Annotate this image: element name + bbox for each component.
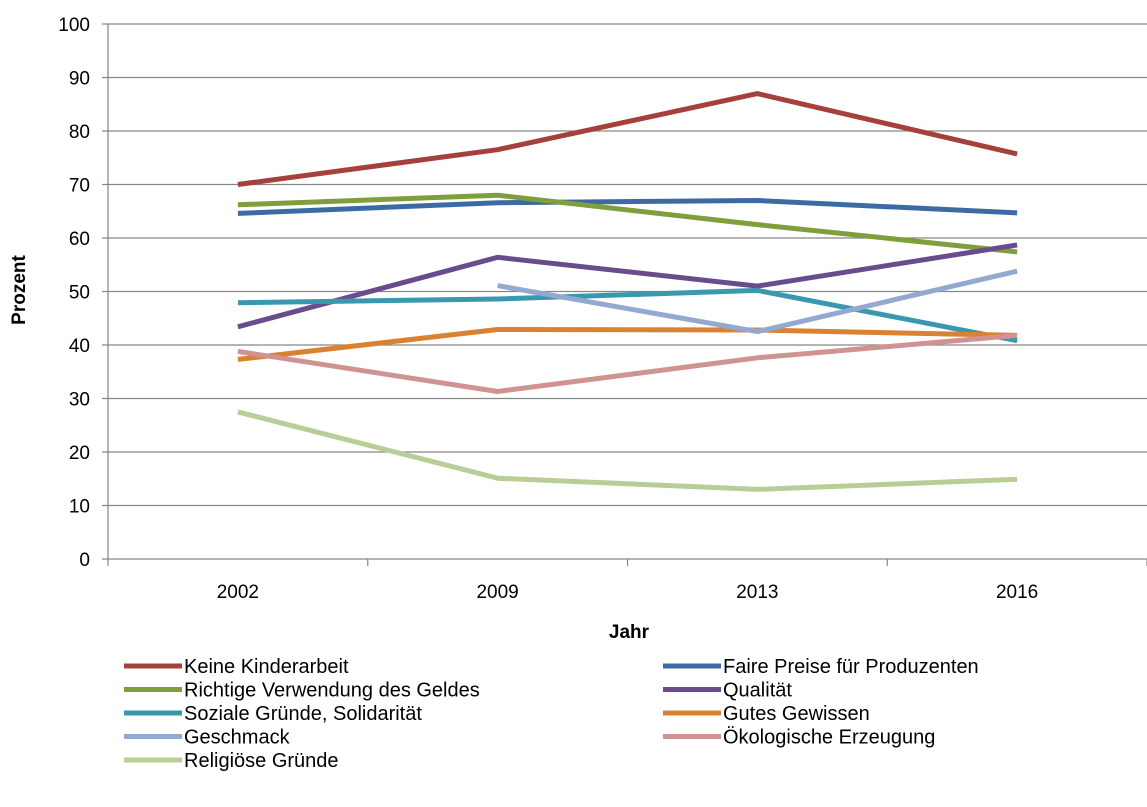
y-tick-label: 20	[69, 443, 90, 464]
x-tick-label: 2002	[217, 582, 259, 603]
legend-label: Ökologische Erzeugung	[723, 727, 935, 749]
legend-label: Qualität	[723, 680, 792, 702]
x-tick-label: 2013	[736, 582, 778, 603]
y-tick-label: 90	[69, 69, 90, 90]
y-tick-label: 40	[69, 336, 90, 357]
series-line-6	[237, 327, 1018, 362]
y-axis-title: Prozent	[9, 254, 30, 324]
series-line-5	[237, 287, 1018, 344]
tick-labels: 0 10 20 30 40 50 60 70 80 90 100 2002 2009 2013 2016	[58, 15, 1038, 603]
x-axis-title: Jahr	[609, 622, 650, 643]
legend-label: Soziale Gründe, Solidarität	[184, 703, 422, 725]
legend-label: Richtige Verwendung des Geldes	[184, 680, 480, 702]
legend: Keine Kinderarbeit Faire Preise für Produ…	[124, 656, 979, 772]
series-line-7	[497, 268, 1018, 335]
y-tick-label: 60	[69, 229, 90, 250]
y-tick-label: 80	[69, 122, 90, 143]
y-tick-label: 0	[79, 550, 90, 571]
series-line-1	[237, 91, 1018, 187]
legend-label: Gutes Gewissen	[723, 703, 870, 725]
legend-label: Keine Kinderarbeit	[184, 656, 349, 678]
y-tick-label: 50	[69, 283, 90, 304]
series-line-9	[237, 409, 1018, 492]
y-tick-label: 70	[69, 176, 90, 197]
y-tick-label: 10	[69, 497, 90, 518]
legend-label: Geschmack	[184, 727, 291, 749]
x-tick-label: 2009	[476, 582, 518, 603]
series-line-4	[237, 242, 1018, 330]
gridlines	[108, 23, 1147, 507]
axes	[102, 23, 1147, 566]
y-tick-label: 30	[69, 390, 90, 411]
series-line-2	[237, 198, 1018, 216]
legend-label: Religiöse Gründe	[184, 750, 339, 772]
legend-label: Faire Preise für Produzenten	[723, 656, 979, 678]
series-line-3	[237, 192, 1018, 255]
series-lines	[237, 91, 1018, 492]
y-tick-label: 100	[58, 15, 90, 36]
series-line-8	[237, 332, 1018, 394]
x-tick-label: 2016	[996, 582, 1038, 603]
